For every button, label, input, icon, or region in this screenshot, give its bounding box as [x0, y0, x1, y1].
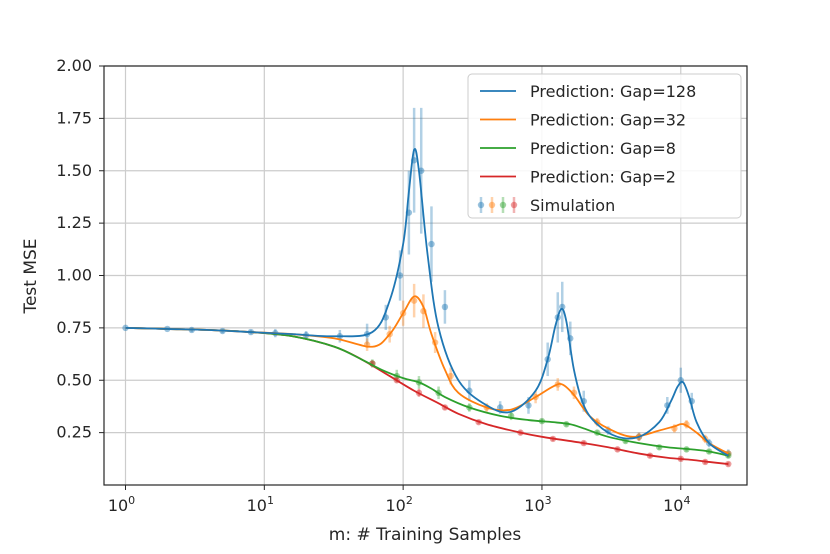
simulation-point [525, 402, 532, 409]
y-tick-label: 1.50 [56, 161, 92, 180]
y-tick-label: 0.25 [56, 423, 92, 442]
series-layer [122, 107, 732, 468]
x-axis-label: m: # Training Samples [329, 525, 522, 545]
legend: Prediction: Gap=128 Prediction: Gap=32 Pre… [467, 73, 742, 219]
y-tick-label: 0.50 [56, 370, 92, 389]
y-tick-label: 1.75 [56, 108, 92, 127]
y-tick-label: 1.25 [56, 213, 92, 232]
y-tick-label: 1.00 [56, 266, 92, 285]
x-tick-label: 100 [108, 494, 135, 515]
legend-label: Prediction: Gap=2 [530, 168, 676, 187]
legend-marker-swatch [499, 201, 507, 209]
legend-label: Prediction: Gap=128 [530, 82, 696, 101]
simulation-point [410, 297, 418, 304]
x-tick-label: 104 [663, 494, 690, 515]
legend-label: Prediction: Gap=32 [530, 111, 686, 130]
y-axis-ticks: 0.25 0.50 0.75 1.00 1.25 1.50 1.75 2.00 [56, 56, 104, 442]
legend-marker-swatch [477, 201, 485, 209]
x-tick-exponent: 4 [683, 494, 690, 507]
x-tick-label: 103 [524, 494, 551, 515]
x-tick-label: 101 [247, 494, 274, 515]
x-tick-exponent: 2 [406, 494, 413, 507]
legend-label: Prediction: Gap=8 [530, 139, 676, 158]
x-tick-exponent: 0 [128, 494, 135, 507]
series-line [125, 326, 729, 457]
y-tick-label: 2.00 [56, 56, 92, 75]
simulation-point [496, 404, 504, 411]
legend-marker-swatch [488, 201, 496, 209]
simulation-point [441, 303, 449, 311]
y-tick-label: 0.75 [56, 318, 92, 337]
y-axis-label: Test MSE [21, 238, 41, 314]
simulation-point [428, 240, 435, 248]
legend-label: Simulation [530, 196, 615, 215]
simulation-point [725, 460, 732, 468]
series-line [125, 148, 729, 457]
x-tick-label: 102 [385, 494, 412, 515]
x-axis-ticks: 100 101 102 103 104 [108, 485, 690, 515]
x-tick-exponent: 3 [545, 494, 552, 507]
simulation-point [396, 272, 404, 279]
legend-marker-swatch [510, 201, 518, 209]
x-tick-exponent: 1 [267, 494, 274, 507]
legend-box [467, 73, 742, 219]
